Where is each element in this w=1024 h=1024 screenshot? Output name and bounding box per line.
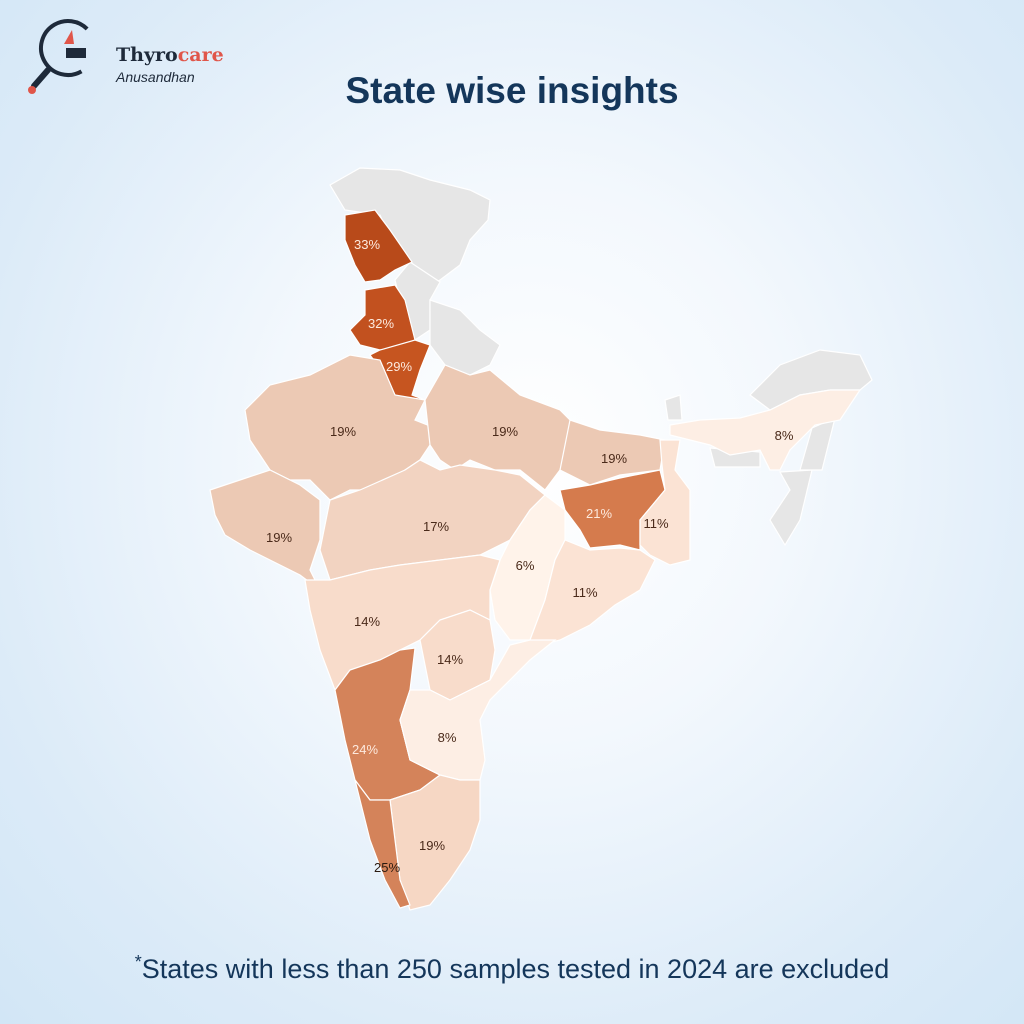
value-label-jammu-kashmir: 33% bbox=[354, 237, 380, 252]
value-label-jharkhand: 21% bbox=[586, 506, 612, 521]
value-label-gujarat: 19% bbox=[266, 530, 292, 545]
value-label-tamil-nadu: 19% bbox=[419, 838, 445, 853]
region-sikkim bbox=[664, 394, 683, 421]
value-label-chhattisgarh: 6% bbox=[516, 558, 535, 573]
value-label-west-bengal: 11% bbox=[643, 516, 668, 531]
page-title: State wise insights bbox=[345, 70, 679, 111]
value-label-punjab: 32% bbox=[368, 316, 394, 331]
footnote-marker: * bbox=[134, 952, 142, 972]
region-himachal bbox=[394, 261, 441, 341]
value-label-odisha: 11% bbox=[572, 585, 597, 600]
value-label-kerala: 25% bbox=[374, 860, 400, 875]
footnote: *States with less than 250 samples teste… bbox=[0, 952, 1024, 985]
value-label-assam: 8% bbox=[775, 428, 794, 443]
brand-name: Thyrocare bbox=[116, 44, 224, 66]
state-odisha bbox=[529, 539, 656, 646]
state-assam bbox=[669, 389, 862, 471]
state-kerala bbox=[354, 779, 411, 909]
brand-part2: care bbox=[177, 44, 224, 66]
value-label-rajasthan: 19% bbox=[330, 424, 356, 439]
value-label-karnataka: 24% bbox=[352, 742, 378, 757]
region-ne-states bbox=[769, 469, 813, 547]
state-jammu-kashmir bbox=[344, 209, 413, 283]
region-uttarakhand bbox=[429, 299, 501, 376]
thyrocare-logo: Thyrocare Anusandhan bbox=[24, 14, 224, 98]
value-label-andhra-pradesh: 8% bbox=[438, 730, 457, 745]
value-label-telangana: 14% bbox=[437, 652, 463, 667]
value-label-maharashtra: 14% bbox=[354, 614, 380, 629]
magnifier-icon bbox=[28, 19, 97, 94]
brand-part1: Thyro bbox=[116, 44, 178, 66]
value-label-uttar-pradesh: 19% bbox=[492, 424, 518, 439]
footnote-text: States with less than 250 samples tested… bbox=[141, 954, 890, 984]
brand-subtitle: Anusandhan bbox=[116, 69, 195, 85]
state-west-bengal bbox=[639, 439, 691, 566]
value-label-madhya-pradesh: 17% bbox=[423, 519, 449, 534]
no-data-regions bbox=[329, 167, 873, 547]
value-label-haryana: 29% bbox=[386, 359, 412, 374]
value-label-bihar: 19% bbox=[601, 451, 627, 466]
